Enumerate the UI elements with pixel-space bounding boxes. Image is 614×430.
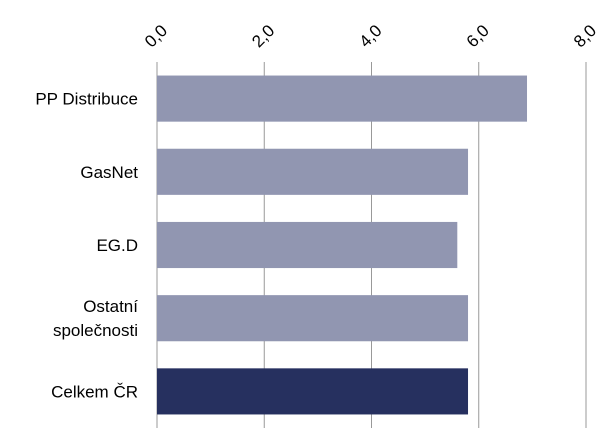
x-tick-label: 2,0 [248,21,278,51]
category-label-line: EG.D [96,236,138,255]
x-tick-label: 6,0 [463,21,493,51]
category-label: GasNet [80,163,138,182]
category-labels: PP Distribuce GasNet EG.D Ostatní společnost… [35,90,138,402]
bars [157,75,528,415]
x-tick-label: 8,0 [570,21,600,51]
bar [157,148,469,195]
bar [157,221,458,269]
x-tick-label: 4,0 [356,21,386,51]
x-tick-labels: 0,0 2,0 4,0 6,0 8,0 [141,21,600,51]
x-tick-label: 0,0 [141,21,171,51]
category-label: PP Distribuce [35,90,138,109]
bar [157,75,528,122]
category-label: EG.D [96,236,138,255]
category-label: Celkem ČR [51,382,138,401]
category-label-line: Ostatní [83,297,138,316]
bar [157,295,469,342]
category-label-line: Celkem ČR [51,382,138,401]
category-label-line: společnosti [53,321,138,340]
bar [157,368,469,415]
category-label-line: PP Distribuce [35,90,138,109]
category-label: Ostatní společnosti [53,297,138,340]
category-label-line: GasNet [80,163,138,182]
